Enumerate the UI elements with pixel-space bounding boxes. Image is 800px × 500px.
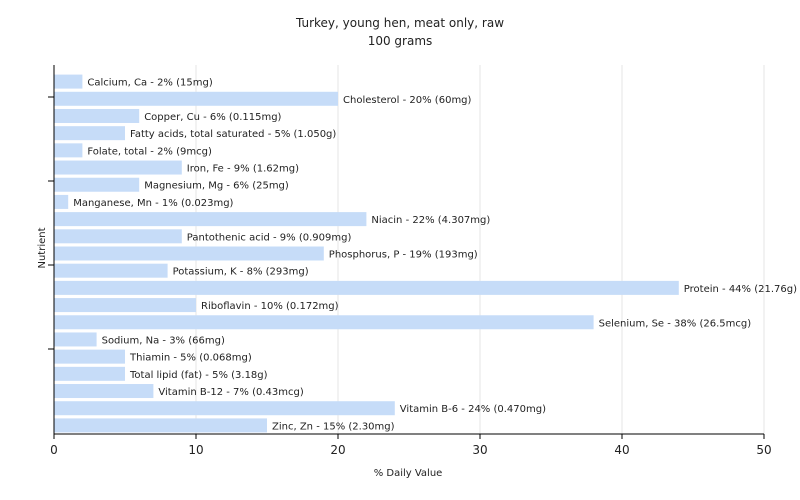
bar-data-label: Sodium, Na - 3% (66mg) (102, 335, 225, 346)
bar-data-label: Thiamin - 5% (0.068mg) (129, 353, 252, 364)
bars: Calcium, Ca - 2% (15mg) Cholesterol - 20%… (54, 74, 797, 433)
axes: 0 10 20 30 40 50 (48, 65, 772, 457)
bar (54, 91, 338, 106)
bar (54, 349, 125, 364)
x-tick-label: 20 (330, 443, 345, 457)
bar (54, 229, 182, 244)
bar (54, 263, 168, 278)
bar (54, 143, 83, 158)
bar-data-label: Potassium, K - 8% (293mg) (173, 267, 309, 278)
bar (54, 246, 324, 261)
bar-data-label: Pantothenic acid - 9% (0.909mg) (187, 232, 352, 243)
bar (54, 332, 97, 347)
y-axis-title: Nutrient (37, 227, 48, 268)
bar (54, 418, 267, 433)
bar-data-label: Selenium, Se - 38% (26.5mcg) (599, 318, 752, 329)
bar (54, 212, 367, 227)
bar (54, 74, 83, 89)
x-tick-label: 30 (472, 443, 487, 457)
bar (54, 384, 154, 399)
gridlines (195, 65, 765, 434)
bar-data-label: Zinc, Zn - 15% (2.30mg) (272, 421, 395, 432)
bar-data-label: Riboflavin - 10% (0.172mg) (201, 301, 339, 312)
bar-data-label: Niacin - 22% (4.307mg) (371, 215, 490, 226)
bar-data-label: Phosphorus, P - 19% (193mg) (329, 250, 478, 261)
x-tick-label: 0 (50, 443, 58, 457)
bar-data-label: Magnesium, Mg - 6% (25mg) (144, 181, 289, 192)
bar-data-label: Cholesterol - 20% (60mg) (343, 95, 472, 106)
x-tick-label: 10 (188, 443, 203, 457)
bar (54, 160, 182, 175)
bar (54, 194, 69, 209)
bar-data-label: Manganese, Mn - 1% (0.023mg) (73, 198, 233, 209)
bar (54, 298, 196, 313)
bar-data-label: Protein - 44% (21.76g) (684, 284, 797, 295)
bar (54, 366, 125, 381)
chart-subtitle: 100 grams (368, 34, 433, 48)
x-tick-label: 50 (756, 443, 771, 457)
bar-data-label: Calcium, Ca - 2% (15mg) (87, 78, 212, 89)
bar (54, 126, 125, 141)
bar (54, 108, 140, 123)
chart-title: Turkey, young hen, meat only, raw (295, 16, 504, 30)
x-axis-title: % Daily Value (374, 468, 443, 479)
bar (54, 280, 679, 295)
bar-data-label: Copper, Cu - 6% (0.115mg) (144, 112, 281, 123)
bar-data-label: Iron, Fe - 9% (1.62mg) (187, 164, 299, 175)
bar (54, 177, 140, 192)
bar-data-label: Fatty acids, total saturated - 5% (1.050… (130, 129, 336, 140)
bar-data-label: Vitamin B-6 - 24% (0.470mg) (400, 404, 546, 415)
bar-data-label: Total lipid (fat) - 5% (3.18g) (129, 370, 268, 381)
bar (54, 401, 395, 416)
x-tick-label: 40 (614, 443, 629, 457)
bar (54, 315, 594, 330)
bar-data-label: Vitamin B-12 - 7% (0.43mcg) (158, 387, 303, 398)
bar-data-label: Folate, total - 2% (9mcg) (87, 146, 212, 157)
